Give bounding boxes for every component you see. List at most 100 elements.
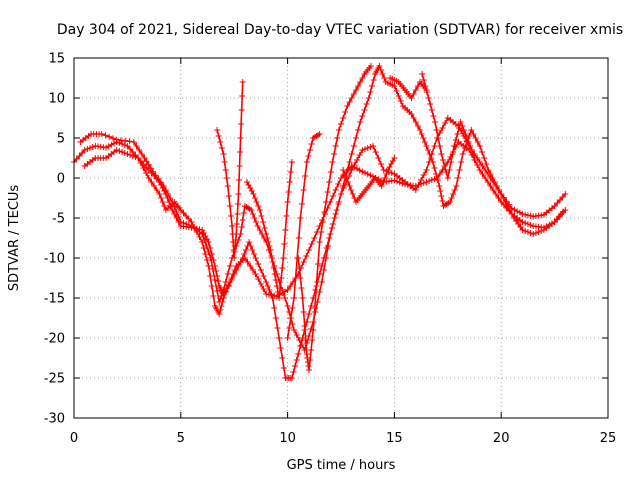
y-axis-label: SDTVAR / TECUs [7, 185, 22, 292]
data-point [293, 332, 300, 338]
data-point [279, 355, 286, 361]
data-point [207, 245, 214, 251]
data-point [290, 369, 297, 375]
data-point [247, 243, 254, 249]
data-point [284, 287, 291, 293]
data-point [476, 143, 483, 149]
data-point [276, 295, 283, 301]
data-point [283, 213, 290, 219]
data-point [288, 375, 295, 381]
data-point [160, 183, 167, 189]
data-point [305, 247, 312, 253]
data-point [285, 189, 292, 195]
data-point [272, 277, 279, 283]
data-point [372, 149, 379, 155]
data-point [308, 141, 315, 147]
data-point [284, 335, 291, 341]
data-point [527, 222, 534, 228]
x-tick-label: 0 [70, 431, 78, 446]
data-point [355, 127, 362, 133]
data-point [272, 315, 279, 321]
data-point [151, 183, 158, 189]
data-point [465, 139, 472, 145]
data-point [233, 231, 240, 237]
data-point [219, 290, 226, 296]
data-point [288, 159, 295, 165]
data-point [453, 183, 460, 189]
data-point [452, 137, 459, 143]
series-track-5 [244, 159, 295, 301]
data-point [292, 275, 299, 281]
data-point [264, 283, 271, 289]
data-point [433, 127, 440, 133]
data-point [286, 179, 293, 185]
data-point [483, 161, 490, 167]
data-point [226, 263, 233, 269]
data-point [299, 201, 306, 207]
data-point [177, 207, 184, 213]
data-point [109, 135, 116, 142]
data-point [554, 200, 561, 206]
data-point [231, 271, 238, 277]
data-point [260, 286, 267, 292]
data-point [355, 83, 362, 89]
data-point [408, 95, 415, 101]
data-point [116, 148, 123, 154]
data-point [451, 187, 458, 193]
data-point [241, 251, 248, 257]
data-point [266, 287, 273, 293]
data-point [323, 245, 330, 251]
data-point [522, 220, 529, 226]
data-point [211, 277, 218, 283]
data-point [524, 229, 531, 235]
data-point [297, 215, 304, 221]
data-point [352, 135, 359, 141]
data-point [476, 159, 483, 165]
data-point [164, 191, 171, 197]
series-track-9 [419, 71, 477, 181]
data-point [113, 147, 120, 153]
data-point [348, 187, 355, 193]
data-point [376, 63, 383, 69]
data-point [474, 155, 481, 161]
data-point [300, 259, 307, 265]
data-point [238, 121, 245, 127]
data-point [256, 207, 263, 213]
data-point [479, 171, 486, 177]
data-point [428, 155, 435, 161]
data-point [284, 303, 291, 309]
data-point [318, 263, 325, 269]
data-point [253, 199, 260, 205]
data-point [225, 283, 232, 289]
data-point [309, 337, 316, 343]
data-point [363, 101, 370, 107]
data-point [281, 241, 288, 247]
data-point [482, 175, 489, 181]
data-point [361, 107, 368, 113]
data-point [252, 195, 259, 201]
data-point [367, 89, 374, 95]
data-point [388, 170, 395, 176]
data-point [328, 225, 335, 231]
data-point [378, 161, 385, 167]
data-point [233, 267, 240, 273]
data-point [356, 167, 363, 174]
data-point [177, 219, 184, 225]
data-point [423, 179, 430, 185]
data-point [180, 210, 187, 216]
data-point [338, 191, 344, 197]
data-point [423, 89, 430, 95]
data-point [147, 165, 154, 172]
x-tick-label: 20 [493, 431, 510, 446]
series-track-8 [387, 75, 430, 101]
data-point [391, 177, 398, 184]
data-point [425, 95, 432, 101]
data-point [126, 138, 133, 145]
data-point [329, 193, 336, 199]
data-point [234, 211, 241, 217]
data-point [215, 133, 222, 139]
data-point [203, 257, 210, 263]
data-point [457, 119, 464, 125]
data-point [414, 123, 421, 129]
